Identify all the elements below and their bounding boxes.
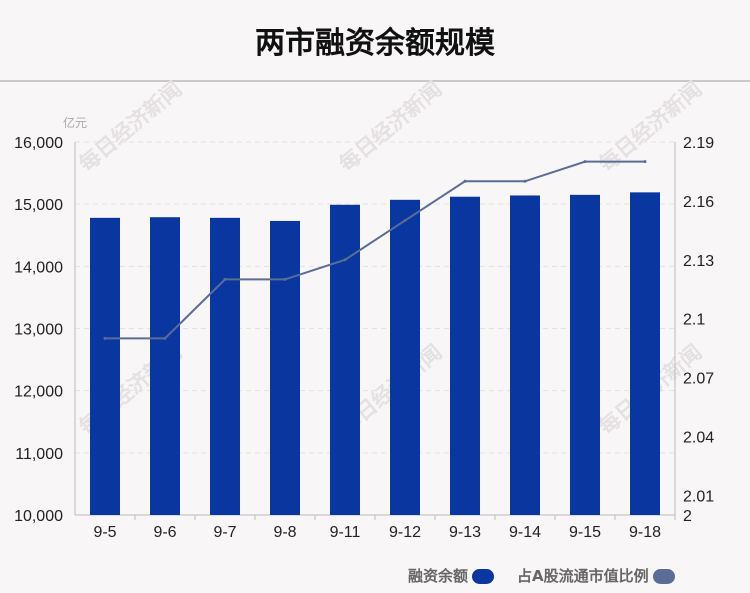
bar	[390, 199, 420, 515]
ratio-point	[403, 219, 407, 223]
y-left-tick-label: 10,000	[14, 508, 63, 525]
y-right-tick-label: 2.1	[683, 312, 705, 329]
bar	[210, 217, 240, 516]
ratio-point	[643, 160, 647, 164]
legend-label-balance: 融资余额	[408, 567, 469, 585]
x-tick-label: 9-8	[273, 524, 296, 541]
ratio-line	[105, 160, 645, 340]
bar	[270, 220, 300, 515]
x-tick-label: 9-12	[389, 524, 421, 541]
bar	[450, 196, 480, 515]
ratio-point	[283, 277, 287, 281]
x-tick-label: 9-7	[213, 524, 236, 541]
ratio-point	[163, 336, 167, 340]
x-tick-label: 9-18	[629, 524, 661, 541]
x-tick-label: 9-5	[93, 524, 116, 541]
legend-swatch-balance	[472, 569, 495, 584]
bar	[150, 217, 180, 515]
watermark-text: 每日经济新闻	[75, 77, 187, 176]
ratio-point	[223, 277, 227, 281]
y-right-tick-label: 2.01	[683, 488, 714, 505]
ratio-point	[343, 258, 347, 262]
y-left-tick-label: 13,000	[14, 322, 63, 339]
watermark-text: 每日经济新闻	[335, 77, 447, 176]
y-right-tick-label: 2	[683, 508, 692, 525]
bar	[330, 204, 360, 515]
y-left-tick-label: 11,000	[15, 446, 63, 463]
bar	[510, 195, 540, 516]
ratio-point	[463, 179, 467, 183]
y-axis-unit-label: 亿元	[63, 116, 88, 130]
x-tick-label: 9-15	[569, 524, 601, 541]
y-right-tick-label: 2.19	[683, 135, 714, 152]
y-left-tick-label: 16,000	[14, 135, 63, 152]
ratio-point	[583, 160, 587, 164]
y-right-tick-label: 2.13	[683, 253, 714, 270]
bar	[570, 194, 600, 515]
bar	[90, 217, 120, 516]
legend-swatch-ratio	[652, 569, 675, 584]
bar	[630, 192, 660, 516]
y-right-tick-label: 2.07	[683, 371, 714, 388]
y-left-tick-label: 15,000	[14, 197, 63, 214]
title-divider	[0, 80, 750, 82]
ratio-point	[523, 179, 527, 183]
y-left-tick-label: 12,000	[14, 384, 63, 401]
legend-label-ratio: 占A股流通市值比例	[517, 567, 649, 585]
legend-item-balance: 融资余额	[408, 565, 495, 586]
legend-item-ratio: 占A股流通市值比例	[517, 565, 675, 586]
x-tick-label: 9-11	[330, 524, 361, 541]
y-right-tick-label: 2.16	[683, 194, 714, 211]
x-tick-label: 9-14	[509, 524, 541, 541]
y-right-tick-label: 2.04	[683, 429, 714, 446]
chart-title: 两市融资余额规模	[255, 26, 495, 61]
ratio-point	[103, 336, 107, 340]
x-tick-label: 9-13	[449, 524, 481, 541]
y-left-tick-label: 14,000	[14, 259, 63, 276]
x-tick-label: 9-6	[153, 524, 176, 541]
